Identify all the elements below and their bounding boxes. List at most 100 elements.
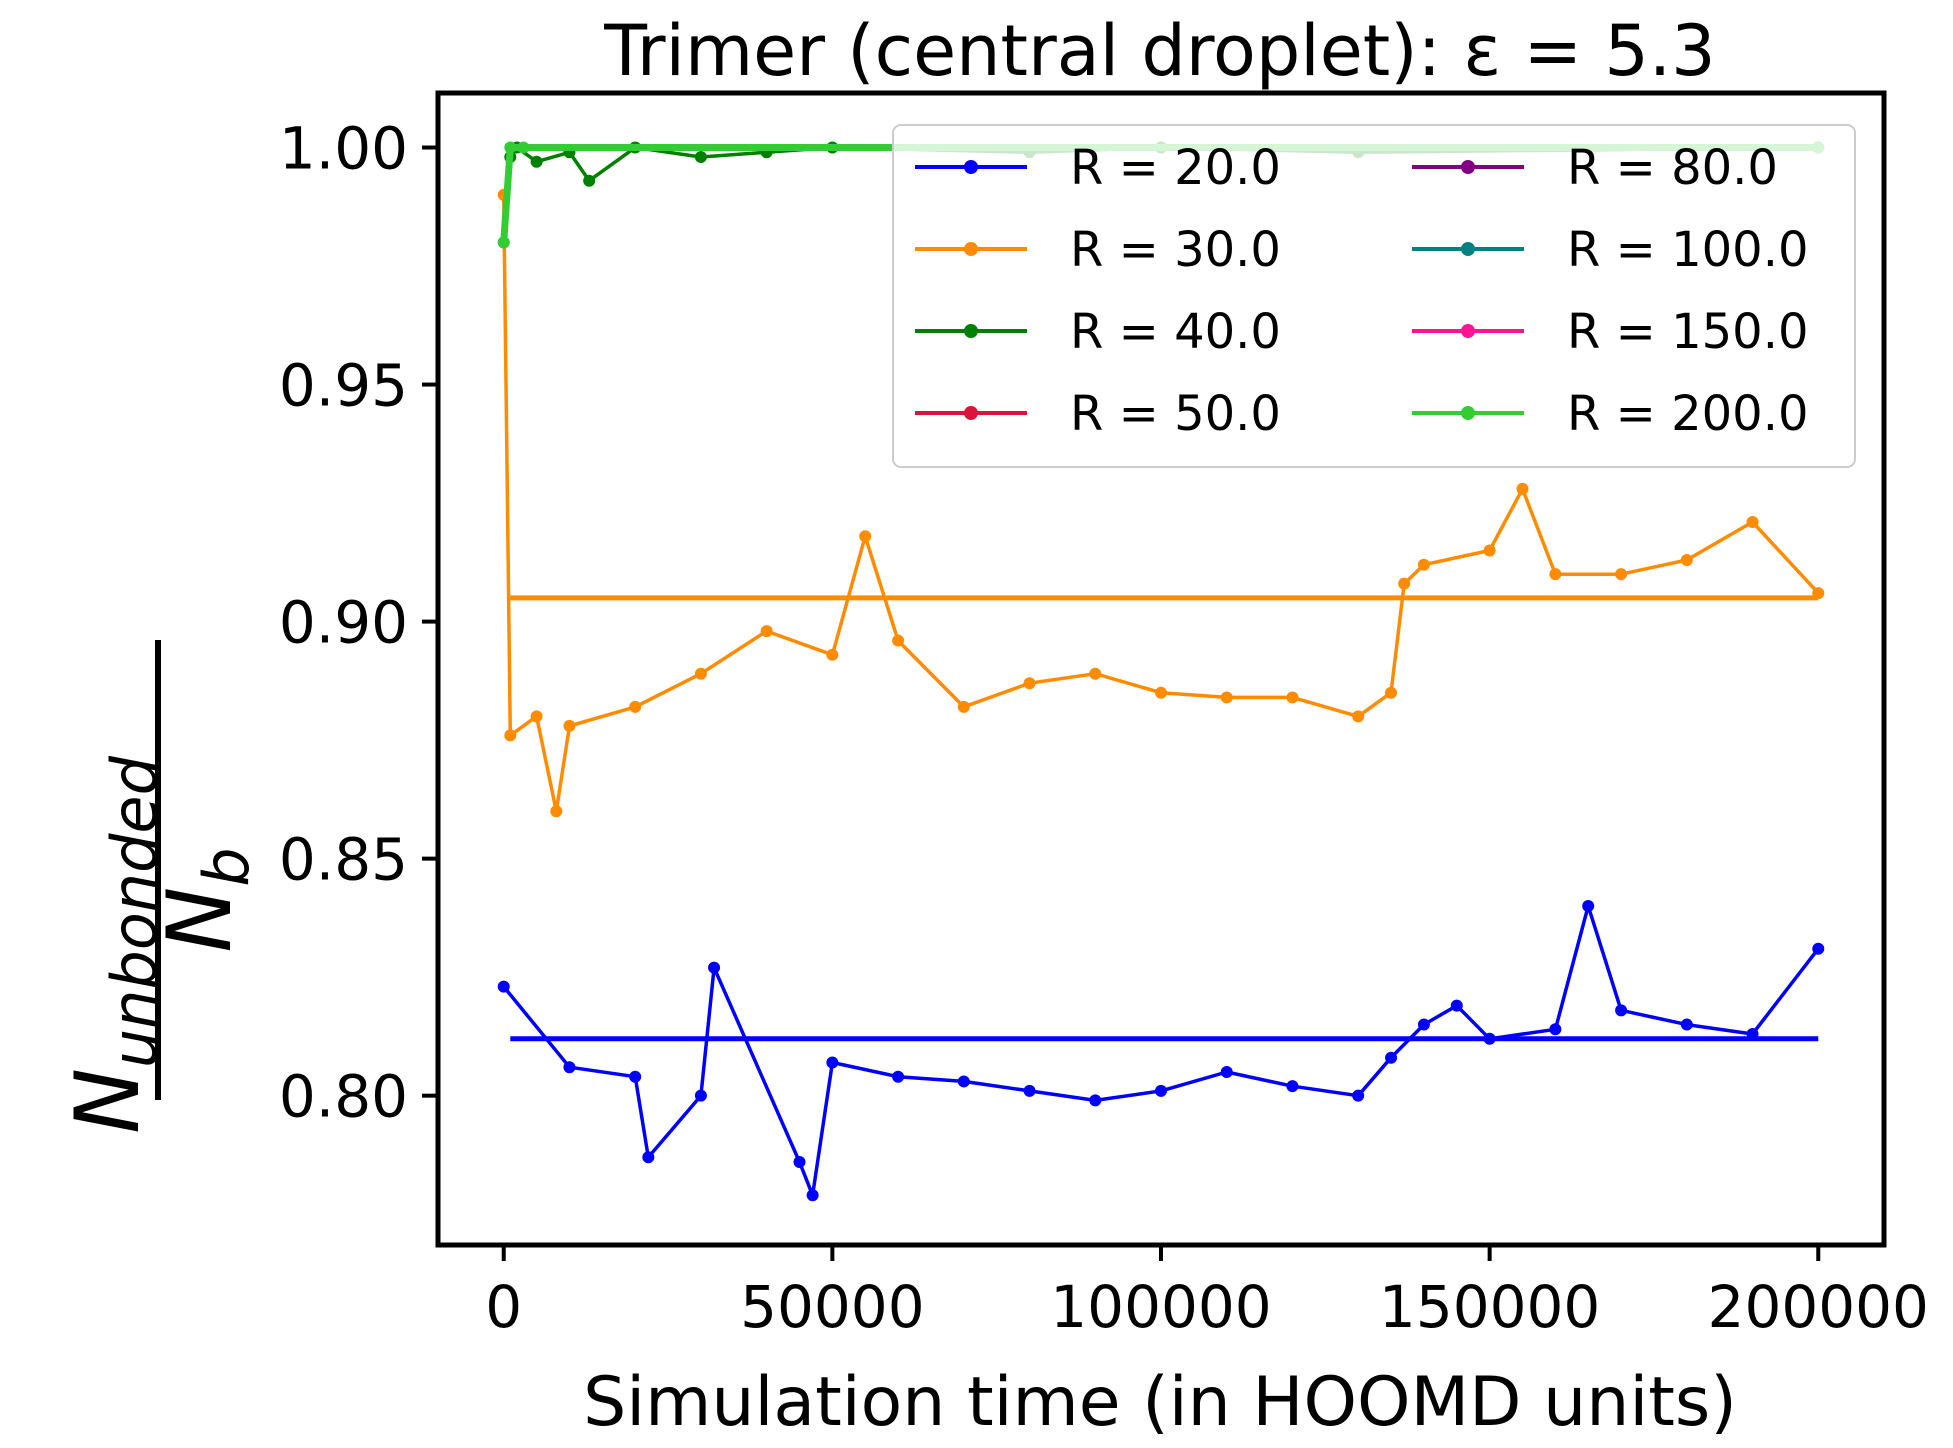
legend-swatch-marker <box>964 324 978 338</box>
legend-swatch-marker <box>1461 242 1475 256</box>
data-point <box>530 710 543 723</box>
data-point <box>1286 1080 1299 1093</box>
legend-label: R = 20.0 <box>1070 140 1281 196</box>
data-point <box>497 980 510 993</box>
legend: R = 20.0 R = 30.0 R = 40.0 R = 50.0 R = 80.0… <box>892 124 1856 468</box>
y-tick-label: 0.90 <box>279 589 408 657</box>
series-line <box>502 904 1820 1197</box>
data-point <box>694 151 707 163</box>
data-point <box>1155 1084 1167 1097</box>
legend-item: R = 50.0 <box>915 386 1281 442</box>
legend-box <box>892 124 1856 468</box>
data-point <box>629 700 642 713</box>
series-1 <box>497 188 1825 818</box>
y-axis-label: Nunbonded Nb <box>56 640 263 1134</box>
y-tick-label: 0.80 <box>279 1063 408 1131</box>
data-point <box>1582 900 1595 913</box>
data-point <box>1220 691 1233 704</box>
legend-swatch-marker <box>1461 324 1475 338</box>
data-point <box>517 141 530 154</box>
x-axis-label: Simulation time (in HOOMD units) <box>583 1363 1737 1442</box>
legend-label: R = 30.0 <box>1070 222 1281 278</box>
data-point <box>642 1151 655 1164</box>
data-point <box>1023 1084 1036 1097</box>
data-point <box>1352 710 1365 723</box>
data-point <box>1417 558 1430 571</box>
data-point <box>1516 482 1529 495</box>
legend-swatch-marker <box>964 242 978 256</box>
data-point <box>1417 1018 1430 1031</box>
data-point <box>629 1070 642 1083</box>
data-point <box>563 1061 576 1074</box>
legend-label: R = 40.0 <box>1070 304 1281 360</box>
y-label-denominator-main: N <box>148 887 251 953</box>
x-tick-label: 100000 <box>1050 1273 1271 1341</box>
x-axis-ticks: 0 50000 100000 150000 200000 <box>485 1245 1929 1341</box>
data-point <box>826 1056 839 1069</box>
legend-item: R = 30.0 <box>915 222 1281 278</box>
data-point <box>1023 677 1036 690</box>
legend-label: R = 200.0 <box>1567 386 1809 442</box>
data-point <box>583 174 596 187</box>
data-point <box>793 1156 806 1169</box>
x-tick-label: 0 <box>485 1273 522 1341</box>
legend-item: R = 100.0 <box>1412 222 1809 278</box>
series-0 <box>497 900 1825 1202</box>
data-point <box>1615 1004 1628 1017</box>
data-point <box>760 625 773 638</box>
data-point <box>708 961 721 974</box>
data-point <box>1812 942 1825 955</box>
data-point <box>1549 568 1562 581</box>
data-point <box>550 805 563 818</box>
legend-swatch-marker <box>1461 160 1475 174</box>
data-point <box>859 530 872 543</box>
legend-item: R = 40.0 <box>915 304 1281 360</box>
data-point <box>504 141 517 154</box>
y-tick-label: 0.85 <box>279 826 408 894</box>
data-point <box>1812 587 1825 600</box>
data-point <box>806 1189 819 1202</box>
data-point <box>1398 577 1411 590</box>
data-point <box>694 667 707 680</box>
data-point <box>1450 999 1463 1012</box>
chart-title: Trimer (central droplet): ε = 5.3 <box>603 10 1715 92</box>
data-point <box>1680 553 1693 566</box>
data-point <box>1385 1051 1398 1064</box>
data-point <box>1286 691 1299 704</box>
data-point <box>892 1070 905 1083</box>
x-tick-label: 150000 <box>1379 1273 1600 1341</box>
legend-swatch-marker <box>964 160 978 174</box>
data-point <box>1615 568 1628 581</box>
series-line <box>501 194 1820 813</box>
data-point <box>1746 516 1759 529</box>
legend-swatch-marker <box>964 406 978 420</box>
data-point <box>497 236 510 249</box>
data-point <box>957 1075 970 1088</box>
legend-label: R = 150.0 <box>1567 304 1809 360</box>
legend-item: R = 150.0 <box>1412 304 1809 360</box>
data-point <box>1746 1028 1759 1041</box>
data-point <box>1385 686 1398 699</box>
data-point <box>504 729 517 742</box>
data-point <box>957 700 970 713</box>
data-point <box>563 719 576 732</box>
x-tick-label: 200000 <box>1708 1273 1929 1341</box>
data-point <box>1680 1018 1693 1031</box>
data-point <box>1549 1023 1562 1036</box>
legend-label: R = 50.0 <box>1070 386 1281 442</box>
legend-swatch-marker <box>1461 406 1475 420</box>
y-label-denominator: Nb <box>148 847 263 952</box>
data-point <box>1483 544 1496 557</box>
y-label-denominator-sub: b <box>190 847 263 886</box>
data-point <box>530 155 543 168</box>
data-point <box>694 1089 707 1102</box>
legend-item: R = 80.0 <box>1412 140 1778 196</box>
data-point <box>1089 667 1102 680</box>
data-point <box>1483 1032 1496 1045</box>
legend-label: R = 100.0 <box>1567 222 1809 278</box>
data-point <box>1220 1065 1233 1078</box>
legend-label: R = 80.0 <box>1567 140 1778 196</box>
data-point <box>892 634 905 647</box>
data-point <box>1089 1094 1102 1107</box>
